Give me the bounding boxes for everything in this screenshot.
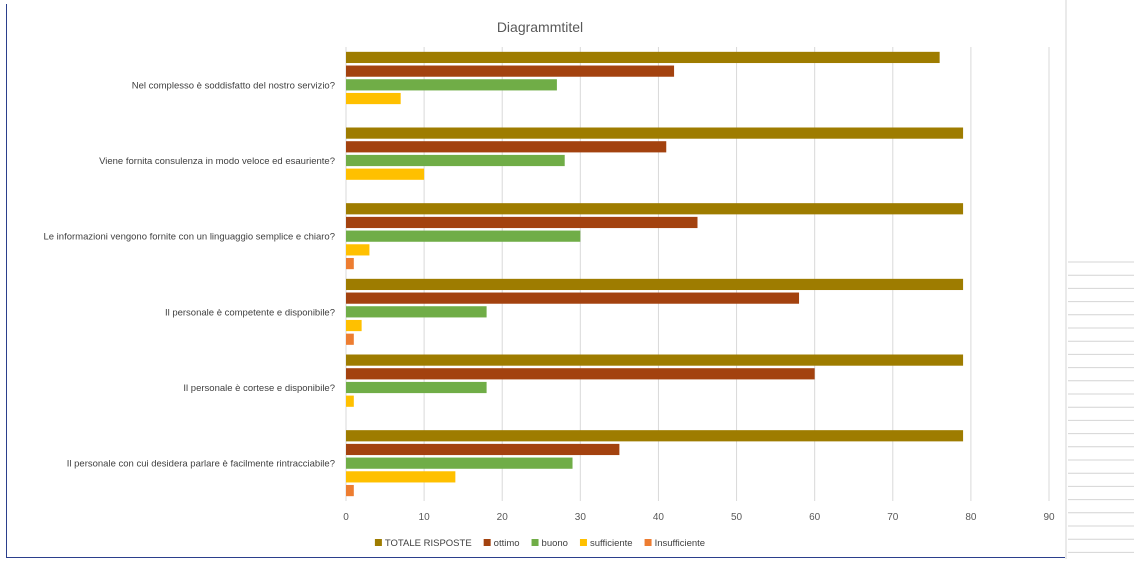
- legend-item[interactable]: ottimo: [483, 538, 520, 549]
- bar[interactable]: [346, 154, 565, 167]
- category-label: Le informazioni vengono fornite con un l…: [43, 232, 335, 243]
- category-labels: Nel complesso è soddisfatto del nostro s…: [43, 80, 335, 469]
- category-label: Viene fornita consulenza in modo veloce …: [99, 156, 335, 167]
- bar[interactable]: [346, 203, 964, 215]
- bar[interactable]: [346, 457, 573, 469]
- legend-swatch: [644, 539, 652, 546]
- legend-swatch: [374, 539, 382, 546]
- x-tick-label: 50: [731, 512, 743, 523]
- legend-item[interactable]: sufficiente: [579, 538, 633, 549]
- x-tick-label: 0: [343, 512, 349, 523]
- bar[interactable]: [346, 257, 354, 270]
- legend-swatch: [483, 539, 491, 546]
- bar[interactable]: [346, 430, 964, 442]
- legend-label: buono: [542, 538, 568, 549]
- category-label: Il personale è competente e disponibile?: [165, 307, 335, 318]
- legend-swatch: [579, 539, 587, 546]
- category-label: Il personale con cui desidera parlare è …: [67, 459, 335, 470]
- bar[interactable]: [346, 306, 487, 318]
- bar[interactable]: [346, 92, 401, 105]
- legend-item[interactable]: TOTALE RISPOSTE: [374, 538, 472, 549]
- bar[interactable]: [346, 484, 354, 497]
- x-tick-label: 10: [419, 512, 431, 523]
- legend-item[interactable]: Insufficiente: [644, 538, 706, 549]
- x-tick-label: 80: [965, 512, 977, 523]
- bar[interactable]: [346, 244, 370, 256]
- legend-label: sufficiente: [590, 538, 633, 549]
- x-axis-ticks: 0 10 20 30 40 50 60 70 80 90: [343, 512, 1055, 523]
- bar[interactable]: [346, 51, 940, 64]
- bar[interactable]: [346, 141, 667, 153]
- legend-label: ottimo: [494, 538, 520, 549]
- bar[interactable]: [346, 79, 557, 91]
- bar[interactable]: [346, 230, 581, 242]
- category-label: Nel complesso è soddisfatto del nostro s…: [132, 80, 335, 91]
- bar[interactable]: [346, 381, 487, 394]
- bar[interactable]: [346, 354, 964, 366]
- legend: TOTALE RISPOSTE ottimo buono sufficiente Ins…: [374, 538, 706, 549]
- bars: [346, 51, 964, 497]
- x-tick-label: 60: [809, 512, 821, 523]
- bar[interactable]: [346, 216, 698, 229]
- bar[interactable]: [346, 471, 456, 483]
- legend-label: Insufficiente: [655, 538, 706, 549]
- bar[interactable]: [346, 278, 964, 291]
- bar[interactable]: [346, 168, 425, 180]
- bar[interactable]: [346, 127, 964, 139]
- x-tick-label: 30: [575, 512, 587, 523]
- legend-swatch: [531, 539, 539, 546]
- bar-chart: Diagrammtitel Nel complesso è soddisfatt…: [43, 19, 1055, 549]
- x-tick-label: 40: [653, 512, 665, 523]
- x-tick-label: 70: [887, 512, 899, 523]
- chart-area[interactable]: Diagrammtitel Nel complesso è soddisfatt…: [6, 4, 1065, 558]
- bar[interactable]: [346, 368, 815, 380]
- bar[interactable]: [346, 443, 620, 456]
- category-label: Il personale è cortese e disponibile?: [183, 383, 335, 394]
- bar[interactable]: [346, 65, 675, 77]
- legend-item[interactable]: buono: [531, 538, 568, 549]
- bar[interactable]: [346, 333, 354, 345]
- x-tick-label: 90: [1043, 512, 1055, 523]
- bar[interactable]: [346, 395, 354, 407]
- gridlines: [345, 47, 1050, 501]
- bar[interactable]: [346, 292, 800, 304]
- x-tick-label: 20: [497, 512, 509, 523]
- bar[interactable]: [346, 319, 362, 332]
- legend-label: TOTALE RISPOSTE: [385, 538, 472, 549]
- chart-title: Diagrammtitel: [497, 19, 583, 35]
